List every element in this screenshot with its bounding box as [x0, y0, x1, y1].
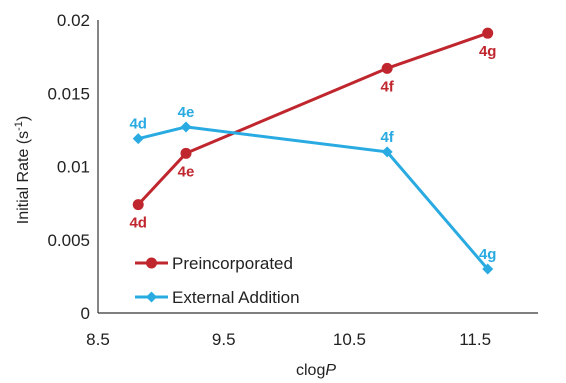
axes	[97, 20, 538, 314]
data-point	[132, 199, 144, 211]
y-tick-label: 0	[81, 304, 90, 323]
y-axis-title: Initial Rate (s-1)	[13, 116, 32, 224]
legend-label: Preincorporated	[172, 254, 293, 273]
x-tick-label: 8.5	[86, 330, 110, 349]
legend-item: External Addition	[135, 288, 300, 307]
data-label: 4e	[178, 163, 195, 180]
data-label: 4d	[129, 215, 147, 232]
legend: Preincorporated External Addition	[135, 254, 300, 307]
series-layer: 4d 4e 4f 4g 4d 4e 4f 4g	[129, 27, 497, 275]
data-point	[180, 147, 192, 159]
data-point	[482, 27, 494, 39]
series-preincorporated: 4d 4e 4f 4g	[129, 27, 497, 232]
legend-marker	[146, 291, 157, 303]
legend-item: Preincorporated	[135, 254, 293, 273]
data-point	[132, 133, 144, 145]
legend-label: External Addition	[172, 288, 300, 307]
series-external-addition: 4d 4e 4f 4g	[129, 104, 496, 275]
legend-marker	[146, 257, 157, 269]
x-tick-label: 11.5	[459, 330, 491, 349]
data-label: 4g	[479, 43, 497, 60]
data-label: 4g	[479, 246, 497, 263]
series-line-preincorporated	[137, 31, 489, 206]
data-point	[381, 62, 393, 74]
series-line-external-addition	[137, 125, 489, 271]
y-tick-label: 0.005	[47, 231, 90, 250]
data-point	[482, 263, 494, 275]
x-axis-title: clogP	[296, 362, 336, 379]
tick-labels: 0 0.005 0.01 0.015 0.02 8.5 9.5 10.5 11.5	[47, 11, 491, 349]
y-tick-label: 0.02	[57, 11, 90, 30]
x-tick-label: 10.5	[333, 330, 366, 349]
y-tick-label: 0.01	[57, 158, 90, 177]
data-label: 4e	[178, 104, 195, 121]
y-tick-label: 0.015	[47, 84, 90, 103]
data-label: 4d	[129, 116, 147, 133]
data-point	[381, 146, 393, 158]
data-label: 4f	[380, 78, 394, 95]
x-tick-label: 9.5	[212, 330, 236, 349]
data-label: 4f	[380, 129, 394, 146]
data-point	[180, 121, 192, 133]
